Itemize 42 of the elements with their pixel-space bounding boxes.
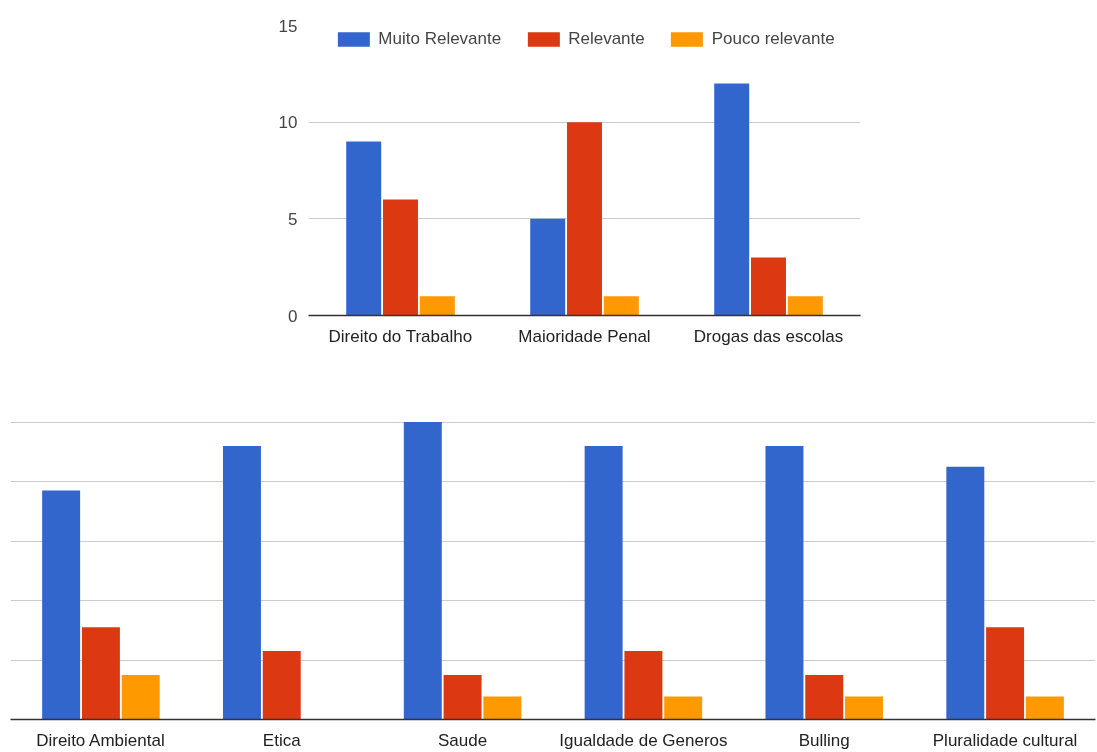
bar	[603, 296, 639, 316]
bar	[222, 445, 261, 720]
x-tick-label: Igualdade de Generos	[559, 730, 728, 750]
legend-label: Muito Relevante	[378, 29, 502, 49]
bar	[383, 199, 418, 316]
y-tick-label: 5	[288, 209, 298, 229]
x-tick-label: Saude	[438, 730, 488, 750]
legend-label: Pouco relevante	[711, 29, 835, 49]
bar	[567, 122, 602, 316]
bar	[42, 490, 81, 720]
bar	[787, 296, 823, 316]
x-tick-label: Maioridade Penal	[518, 326, 651, 346]
bar	[946, 466, 985, 720]
bar	[530, 218, 566, 316]
bar	[443, 674, 482, 720]
bar	[845, 696, 884, 720]
bar	[403, 422, 442, 720]
x-tick-label: Bulling	[798, 730, 850, 750]
legend-label: Relevante	[568, 29, 645, 49]
y-tick-label: 10	[278, 113, 298, 133]
x-tick-label: Direito Ambiental	[36, 730, 165, 750]
x-tick-label: Drogas das escolas	[693, 326, 844, 346]
bar	[584, 445, 623, 720]
bar	[1025, 696, 1064, 720]
bar	[483, 696, 522, 720]
x-tick-label: Direito do Trabalho	[328, 326, 473, 346]
x-tick-label: Pluralidade cultural	[932, 730, 1078, 750]
y-tick-label: 15	[278, 16, 298, 36]
bar	[714, 83, 750, 316]
bar	[262, 651, 301, 720]
bar	[624, 651, 663, 720]
bar	[81, 627, 120, 720]
bar	[419, 296, 455, 316]
bar	[346, 141, 382, 316]
bar	[121, 674, 160, 720]
bar	[765, 445, 804, 720]
bar	[751, 257, 786, 316]
y-tick-label: 0	[288, 306, 298, 326]
x-tick-label: Etica	[262, 730, 302, 750]
bar	[805, 674, 844, 720]
bar	[986, 627, 1025, 720]
bar	[664, 696, 703, 720]
